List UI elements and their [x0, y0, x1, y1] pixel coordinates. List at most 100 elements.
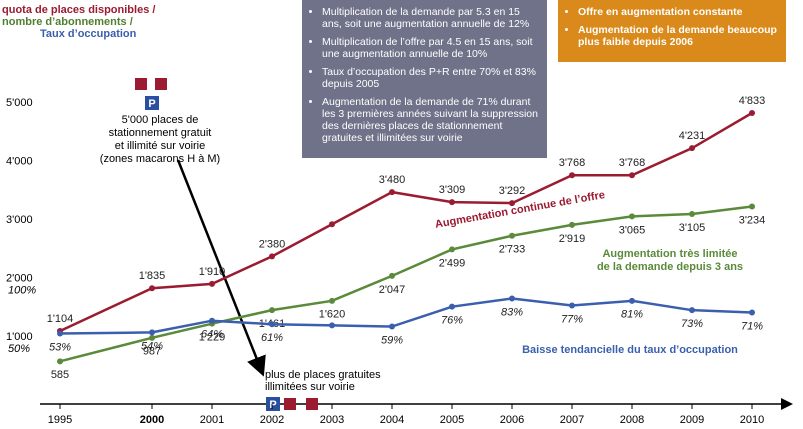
value-label: 3'234 — [739, 214, 766, 226]
point — [629, 297, 635, 304]
point — [57, 358, 63, 365]
value-label: 2'047 — [379, 284, 406, 296]
series-line — [59, 111, 753, 333]
x-tick-label: 2007 — [560, 414, 584, 426]
point — [629, 172, 635, 179]
point — [509, 232, 515, 239]
point — [749, 309, 755, 316]
y2-tick-label: 100% — [8, 285, 36, 297]
value-label: 3'105 — [679, 222, 706, 234]
point — [149, 285, 155, 292]
annotation: illimitées sur voirie — [265, 381, 355, 393]
value-label: 61% — [261, 332, 283, 344]
arrow — [176, 159, 266, 377]
value-label: 2'733 — [499, 244, 526, 256]
value-label: 1'104 — [47, 313, 74, 325]
bullet: Augmentation de la demande de 71% durant… — [322, 96, 539, 144]
y-tick-label: 2'000 — [6, 273, 33, 285]
value-label: 4'231 — [679, 130, 706, 142]
point — [389, 272, 395, 279]
point — [209, 280, 215, 287]
value-label: 2'499 — [439, 257, 466, 269]
value-label: 2'919 — [559, 233, 586, 245]
value-label: 2'380 — [259, 238, 286, 250]
value-label: 585 — [51, 369, 69, 381]
x-tick-label: 2001 — [200, 414, 224, 426]
x-tick-label: 2000 — [140, 414, 164, 426]
y2-tick-label: 50% — [8, 343, 30, 355]
point — [689, 145, 695, 152]
annotation: stationnement gratuit — [109, 127, 212, 139]
value-label: 1'620 — [319, 309, 346, 321]
point — [389, 323, 395, 330]
point — [449, 303, 455, 310]
bullet: Multiplication de la demande par 5.3 en … — [322, 6, 539, 30]
annotation: (zones macarons H à M) — [100, 153, 220, 165]
value-label: 3'480 — [379, 174, 406, 186]
value-label: 54% — [141, 340, 163, 352]
gray-box: Multiplication de la demande par 5.3 en … — [302, 0, 547, 158]
value-label: 4'833 — [739, 95, 766, 107]
x-tick-label: 2006 — [500, 414, 524, 426]
x-tick-label: 2009 — [680, 414, 704, 426]
x-tick-label: 2002 — [260, 414, 284, 426]
point — [569, 172, 575, 179]
value-label: 3'768 — [619, 157, 646, 169]
value-label: 81% — [621, 309, 643, 321]
parking-icons: P P — [135, 78, 318, 411]
point — [209, 317, 215, 324]
y-tick-label: 1'000 — [6, 331, 33, 343]
value-label: 3'292 — [499, 185, 526, 197]
y-tick-label: 4'000 — [6, 156, 33, 168]
value-label: 71% — [741, 320, 763, 332]
point — [329, 322, 335, 329]
point — [509, 200, 515, 207]
svg-text:P: P — [269, 399, 276, 411]
bullet: Offre en augmentation constante — [578, 6, 778, 18]
orange-box: Offre en augmentation constante Augmentat… — [558, 0, 786, 62]
point — [749, 109, 755, 116]
bullet: Multiplication de l’offre par 4.5 en 15 … — [322, 36, 539, 60]
axis-title: Taux d’occupation — [40, 28, 137, 40]
value-label: 53% — [49, 341, 71, 353]
value-label: 59% — [381, 334, 403, 346]
point — [149, 329, 155, 336]
x-tick-label: 2005 — [440, 414, 464, 426]
value-label: 1'910 — [199, 266, 226, 278]
value-label: 3'309 — [439, 184, 466, 196]
annotation: Baisse tendancielle du taux d’occupation — [522, 344, 738, 356]
value-label: 1'229 — [199, 332, 226, 344]
value-label: 77% — [561, 313, 583, 325]
point — [569, 221, 575, 228]
annotation: Augmentation très limitée — [602, 248, 737, 260]
value-label: 3'065 — [619, 224, 646, 236]
point — [57, 330, 63, 337]
series-line — [59, 205, 753, 363]
axis-title: nombre d’abonnements / — [2, 16, 133, 28]
y-tick-label: 5'000 — [6, 97, 33, 109]
x-tick-label: 2003 — [320, 414, 344, 426]
x-tick-label: 2010 — [740, 414, 764, 426]
value-label: 83% — [501, 306, 523, 318]
value-label: 3'768 — [559, 157, 586, 169]
point — [329, 221, 335, 228]
value-label: 73% — [681, 318, 703, 330]
point — [389, 189, 395, 196]
annotation: plus de places gratuites — [265, 369, 381, 381]
point — [689, 307, 695, 314]
point — [149, 334, 155, 341]
value-label: 1'835 — [139, 270, 166, 282]
x-tick-label: 1995 — [48, 414, 72, 426]
x-tick-label: 2008 — [620, 414, 644, 426]
point — [629, 213, 635, 220]
annotation: 5'000 places de — [122, 114, 199, 126]
value-label: 76% — [441, 315, 463, 327]
x-tick-label: 2004 — [380, 414, 404, 426]
point — [749, 203, 755, 210]
value-label: 64% — [201, 329, 223, 341]
point — [569, 302, 575, 309]
series-line — [59, 297, 753, 335]
point — [689, 211, 695, 218]
